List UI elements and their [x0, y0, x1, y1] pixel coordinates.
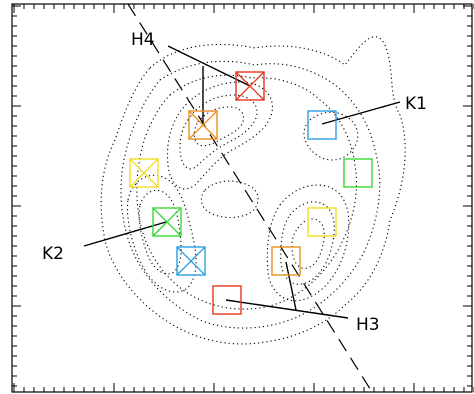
contour-k2-1 [126, 174, 197, 293]
marker-k2-blue [176, 246, 206, 276]
contour-lines [100, 36, 406, 345]
marker-k1-yellow [307, 207, 337, 237]
h4-leader-red [167, 45, 251, 87]
marker-h4-red [235, 71, 265, 101]
contour-center [200, 180, 259, 219]
h3-leader-red [225, 299, 349, 319]
k1-leader [321, 101, 401, 125]
contour-2 [120, 60, 381, 329]
marker-h3-orange [271, 246, 301, 276]
marker-layer [129, 71, 373, 315]
contour-h4-3 [193, 106, 245, 147]
marker-k2-green [152, 207, 182, 237]
plot-frame [11, 3, 473, 393]
contour-k2-2 [138, 189, 182, 275]
marker-h3-red [212, 285, 242, 315]
contour-h3-2 [280, 201, 335, 285]
label-h3: H3 [356, 315, 380, 335]
label-h4: H4 [131, 30, 155, 50]
marker-k1-blue [307, 110, 337, 140]
contour-h3-1 [266, 184, 350, 302]
dashed-axis-line [127, 3, 373, 393]
label-k2: K2 [42, 244, 64, 264]
axis-ticks [12, 4, 474, 392]
marker-k2-yellow [129, 158, 159, 188]
h3-leader-orange [285, 261, 297, 311]
marker-h4-orange [188, 110, 218, 140]
label-k1: K1 [405, 94, 427, 114]
contour-right [303, 111, 359, 161]
contour-outer [100, 36, 406, 345]
leader-lines [83, 45, 401, 319]
contour-h4-2 [179, 94, 258, 170]
contour-h4-1 [166, 81, 273, 190]
contour-3 [136, 74, 358, 310]
marker-k1-green [343, 158, 373, 188]
